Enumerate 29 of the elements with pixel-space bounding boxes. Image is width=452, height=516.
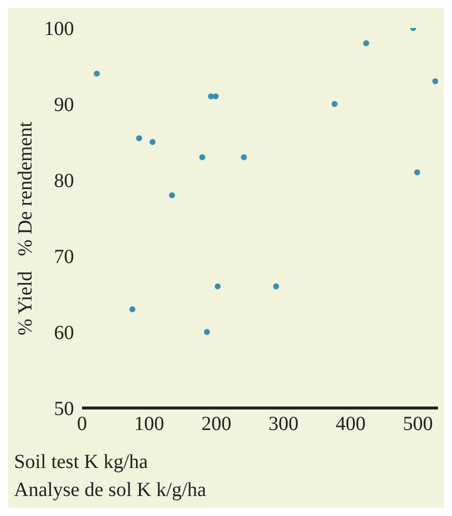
- point: [212, 93, 219, 100]
- point: [414, 169, 420, 176]
- x-tick-label: 100: [134, 413, 164, 436]
- point: [204, 329, 210, 335]
- point: [240, 154, 247, 160]
- x-axis-title: Soil test K kg/ha Analyse de sol K k/g/ha: [14, 450, 206, 503]
- y-tick-label: 100: [44, 18, 74, 40]
- x-tick-label: 0: [77, 413, 87, 436]
- y-axis-title: % Yield % De rendement: [14, 121, 38, 335]
- point: [169, 192, 176, 198]
- point: [129, 306, 136, 312]
- x-tick-label: 200: [201, 413, 232, 436]
- point: [332, 101, 338, 107]
- y-tick-label: 80: [54, 170, 74, 192]
- point: [136, 135, 142, 142]
- point: [199, 154, 206, 160]
- point: [150, 139, 156, 145]
- y-tick-label: 70: [54, 246, 74, 268]
- y-tick-label: 90: [54, 94, 74, 116]
- y-tick-label: 50: [54, 398, 74, 420]
- point: [273, 283, 280, 290]
- x-tick-label: 400: [336, 413, 366, 436]
- x-tick-label: 500: [402, 413, 433, 436]
- x-tick-label: 300: [268, 413, 299, 436]
- point: [214, 283, 221, 290]
- point: [363, 40, 370, 46]
- y-tick-label: 60: [54, 322, 74, 344]
- point: [94, 70, 100, 77]
- point: [432, 78, 438, 84]
